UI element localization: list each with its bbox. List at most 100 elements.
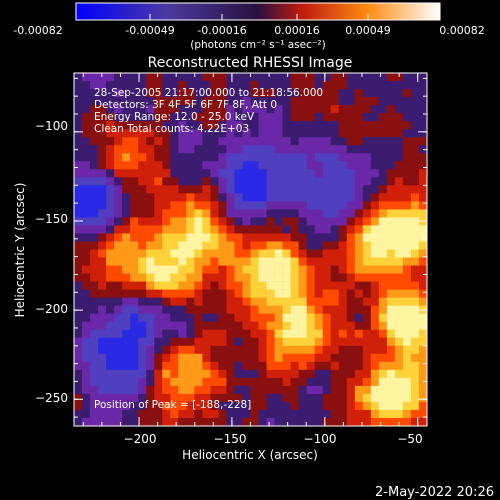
heatmap-cell [162,281,171,290]
heatmap-cell [242,257,251,266]
heatmap-cell [418,377,428,387]
heatmap-cell [378,129,388,138]
heatmap-cell [122,385,131,395]
heatmap-cell [402,145,412,154]
heatmap-cell [410,121,420,130]
heatmap-cell [74,257,83,266]
heatmap-cell [202,169,211,178]
heatmap-cell [74,401,83,411]
heatmap-cell [330,281,340,290]
heatmap-cell [282,337,291,347]
heatmap-cell [98,249,107,258]
heatmap-cell [82,257,91,266]
heatmap-cell [290,417,299,427]
heatmap-cell [194,305,203,314]
heatmap-cell [290,329,299,339]
heatmap-cell [362,97,372,106]
heatmap-cell [346,417,356,427]
heatmap-cell [346,233,356,242]
heatmap-cell [234,409,243,419]
heatmap-cell [74,297,83,306]
heatmap-cell [186,409,195,419]
heatmap-cell [306,121,315,130]
heatmap-cell [162,385,171,395]
heatmap-cell [98,193,107,202]
heatmap-cell [322,129,332,138]
heatmap-cell [258,113,267,122]
heatmap-cell [122,273,131,282]
heatmap-cell [306,297,315,306]
heatmap-cell [314,217,323,226]
heatmap-cell [218,73,227,82]
heatmap-cell [346,361,356,371]
heatmap-cell [250,89,259,98]
heatmap-cell [106,161,115,170]
heatmap-cell [130,337,139,347]
heatmap-cell [258,193,267,202]
heatmap-cell [290,305,299,314]
heatmap-cell [362,345,372,355]
heatmap-cell [282,369,291,379]
heatmap-cell [258,241,267,250]
heatmap-cell [378,313,388,322]
heatmap-cell [250,201,259,210]
heatmap-cell [346,225,356,234]
heatmap-cell [138,321,147,331]
heatmap-cell [418,409,428,419]
heatmap-cell [170,193,179,202]
heatmap-cell [130,81,139,90]
heatmap-cell [386,105,396,114]
annotation-detectors: Detectors: 3F 4F 5F 6F 7F 8F, Att 0 [94,99,277,111]
heatmap-cell [114,113,123,122]
heatmap-cell [418,121,428,130]
heatmap-cell [106,217,115,226]
heatmap-cell [346,353,356,363]
heatmap-cell [226,137,235,146]
heatmap-cell [282,97,291,106]
heatmap-cell [234,305,243,314]
heatmap-cell [378,145,388,154]
heatmap-cell [394,409,404,419]
heatmap-cell [274,377,283,387]
heatmap-cell [274,201,283,210]
heatmap-cell [370,417,380,427]
heatmap-cell [330,89,340,98]
heatmap-cell [210,153,219,162]
heatmap-cell [186,89,195,98]
colorbar [75,2,441,21]
heatmap-cell [362,225,372,234]
heatmap-cell [402,169,412,178]
heatmap-cell [234,297,243,306]
heatmap-cell [210,89,219,98]
heatmap-cell [170,353,179,363]
heatmap-cell [266,257,275,266]
heatmap-cell [330,113,340,122]
heatmap-cell [354,129,364,138]
heatmap-cell [314,281,323,290]
heatmap-cell [186,217,195,226]
heatmap-cell [346,185,356,194]
heatmap-cell [370,313,380,322]
heatmap-cell [242,153,251,162]
heatmap-cell [338,137,348,146]
heatmap-cell [370,129,380,138]
heatmap-cell [306,305,315,314]
heatmap-cell [162,217,171,226]
heatmap-cell [154,417,163,427]
heatmap-cell [106,73,115,82]
heatmap-cell [346,193,356,202]
heatmap-cell [370,177,380,186]
heatmap-cell [402,161,412,170]
heatmap-cell [322,73,332,82]
heatmap-cell [370,217,380,226]
heatmap-cell [378,353,388,363]
heatmap-cell [74,345,83,355]
heatmap-cell [298,169,307,178]
heatmap-cell [130,281,139,290]
x-axis-label: Heliocentric X (arcsec) [182,448,318,462]
heatmap-cell [114,153,123,162]
heatmap-cell [370,305,380,314]
heatmap-cell [186,249,195,258]
heatmap-cell [154,409,163,419]
heatmap-cell [410,145,420,154]
